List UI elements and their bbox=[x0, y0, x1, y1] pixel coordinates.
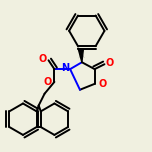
Text: O: O bbox=[98, 79, 107, 89]
Text: O: O bbox=[38, 54, 47, 64]
Text: N: N bbox=[61, 63, 69, 73]
Text: O: O bbox=[105, 58, 114, 68]
Text: O: O bbox=[43, 77, 52, 87]
Polygon shape bbox=[78, 49, 83, 62]
